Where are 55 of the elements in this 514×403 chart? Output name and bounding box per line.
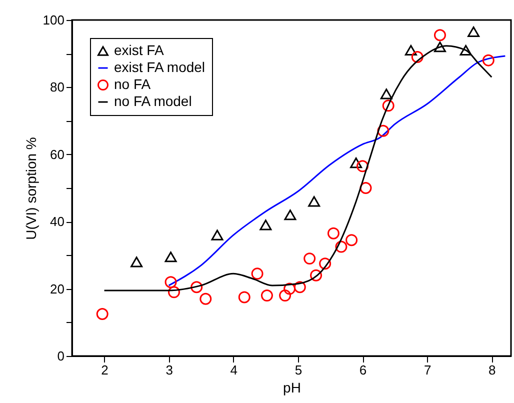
point (284, 210, 296, 220)
x-tick-label: 7 (424, 362, 432, 378)
point (404, 44, 417, 56)
point (482, 54, 494, 66)
point (164, 276, 177, 288)
legend-label: no FA model (114, 93, 192, 109)
point (260, 290, 273, 302)
point (200, 292, 212, 305)
point (310, 269, 322, 282)
legend-label: exist FA model (114, 59, 206, 75)
point (468, 26, 480, 38)
point (279, 290, 292, 302)
point (382, 100, 394, 112)
y-axis-title: U(VI) sorption % (22, 137, 39, 240)
point (434, 29, 446, 42)
y-tick-label: 40 (50, 214, 64, 230)
point (260, 220, 272, 230)
point (284, 282, 296, 295)
point (190, 281, 203, 294)
point (130, 256, 143, 268)
point (377, 124, 390, 137)
x-tick-label: 2 (101, 362, 108, 378)
point (251, 268, 264, 280)
y-tick-label: 60 (50, 146, 64, 162)
x-tick-label: 8 (488, 362, 496, 378)
x-tick-label: 3 (166, 362, 173, 378)
point (411, 50, 424, 63)
y-tick-label: 100 (42, 12, 64, 28)
y-tick-label: 80 (50, 80, 64, 95)
point (350, 158, 362, 168)
point (238, 291, 250, 304)
point (335, 240, 348, 253)
point (294, 281, 306, 294)
x-tick-label: 6 (359, 362, 367, 378)
x-tick-label: 5 (294, 362, 302, 378)
point (380, 88, 392, 100)
point (319, 258, 332, 270)
point (346, 234, 358, 246)
y-tick-label: 20 (50, 281, 64, 296)
x-axis-title: pH (283, 380, 301, 396)
point (356, 160, 369, 172)
point (460, 44, 472, 56)
point (304, 252, 316, 265)
point (168, 286, 180, 298)
point (164, 252, 177, 262)
y-tick-label: 0 (57, 348, 64, 364)
legend-label: no FA (114, 76, 152, 92)
point (211, 230, 224, 240)
point (360, 182, 372, 194)
point (308, 196, 320, 207)
point (434, 42, 446, 52)
x-tick-label: 4 (230, 362, 238, 378)
point (327, 227, 340, 240)
point (96, 308, 108, 320)
legend-label: exist FA (114, 42, 164, 58)
